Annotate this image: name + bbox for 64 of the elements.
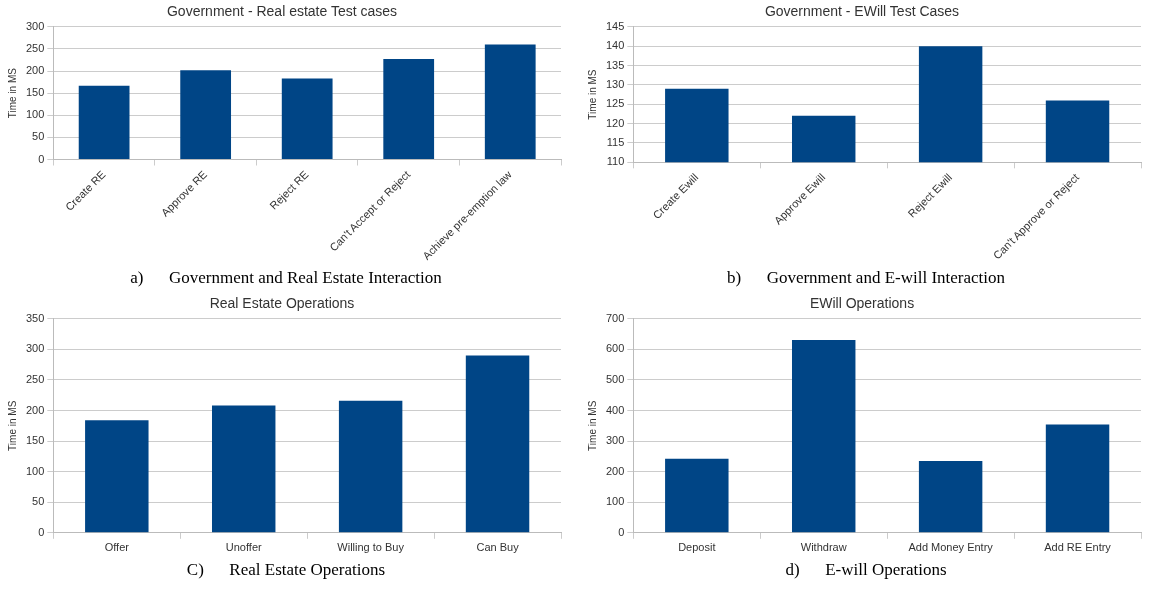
y-tick-label: 50 bbox=[32, 495, 45, 508]
y-tick-label: 150 bbox=[25, 86, 45, 99]
bar bbox=[918, 460, 983, 533]
bar bbox=[665, 458, 729, 533]
y-tick-label: 250 bbox=[25, 372, 45, 385]
chart-title: Government - Real estate Test cases bbox=[166, 3, 398, 20]
y-axis-title: Time in MS bbox=[6, 400, 18, 451]
bar bbox=[78, 85, 130, 159]
x-tick-label: Willing to Buy bbox=[337, 541, 405, 554]
x-tick-label: Unoffer bbox=[225, 541, 262, 554]
text: d) E-will Operations bbox=[784, 559, 948, 581]
bar bbox=[281, 78, 333, 159]
bar bbox=[1045, 424, 1110, 533]
y-tick-label: 350 bbox=[25, 311, 45, 324]
bar bbox=[484, 44, 536, 159]
y-axis-title: Time in MS bbox=[586, 400, 598, 451]
y-axis-title: Time in MS bbox=[586, 69, 598, 120]
bar bbox=[383, 59, 435, 159]
y-tick-label: 400 bbox=[605, 403, 625, 416]
y-tick-label: 100 bbox=[605, 495, 625, 508]
y-tick-label: 200 bbox=[25, 403, 45, 416]
y-tick-label: 150 bbox=[25, 434, 45, 447]
y-tick-label: 100 bbox=[25, 108, 45, 121]
y-tick-label: 0 bbox=[618, 525, 625, 538]
bar bbox=[85, 420, 149, 533]
x-tick-label: Add RE Entry bbox=[1044, 541, 1112, 554]
bar bbox=[791, 339, 856, 533]
chart-title: Government - EWill Test Cases bbox=[764, 3, 960, 20]
bar bbox=[180, 70, 232, 159]
x-tick-label: Deposit bbox=[678, 541, 716, 554]
y-tick-label: 110 bbox=[606, 155, 625, 168]
x-tick-label: Withdraw bbox=[800, 541, 847, 554]
bar bbox=[465, 355, 530, 533]
y-tick-label: 140 bbox=[605, 39, 625, 52]
y-tick-label: 145 bbox=[605, 19, 625, 32]
y-tick-label: 700 bbox=[605, 311, 625, 324]
y-axis-title: Time in MS bbox=[6, 67, 18, 119]
y-tick-label: 200 bbox=[605, 464, 625, 477]
text: b) Government and E-will Interaction bbox=[725, 267, 1007, 289]
y-tick-label: 250 bbox=[25, 41, 45, 54]
x-tick-label: Offer bbox=[104, 541, 130, 554]
y-tick-label: 100 bbox=[25, 464, 45, 477]
chart-title: EWill Operations bbox=[809, 295, 915, 312]
y-tick-label: 125 bbox=[605, 97, 625, 110]
x-tick-label: Add Money Entry bbox=[908, 541, 994, 554]
x-tick-label: Can Buy bbox=[476, 541, 520, 554]
y-tick-label: 300 bbox=[25, 342, 45, 355]
y-tick-label: 600 bbox=[605, 342, 625, 355]
y-tick-label: 300 bbox=[25, 19, 45, 32]
text: a) Government and Real Estate Interaction bbox=[129, 267, 443, 289]
y-tick-label: 50 bbox=[32, 130, 45, 143]
bar bbox=[211, 405, 276, 533]
y-tick-label: 0 bbox=[38, 152, 45, 165]
y-tick-label: 115 bbox=[606, 136, 625, 148]
bar bbox=[338, 400, 403, 533]
y-tick-label: 500 bbox=[605, 372, 625, 385]
y-tick-label: 200 bbox=[25, 64, 45, 77]
chart-title: Real Estate Operations bbox=[209, 295, 355, 312]
y-tick-label: 120 bbox=[605, 116, 625, 129]
y-tick-label: 130 bbox=[605, 77, 625, 90]
text: C) Real Estate Operations bbox=[185, 559, 387, 581]
y-tick-label: 0 bbox=[38, 525, 45, 538]
y-tick-label: 135 bbox=[605, 58, 625, 71]
y-tick-label: 300 bbox=[605, 434, 625, 447]
